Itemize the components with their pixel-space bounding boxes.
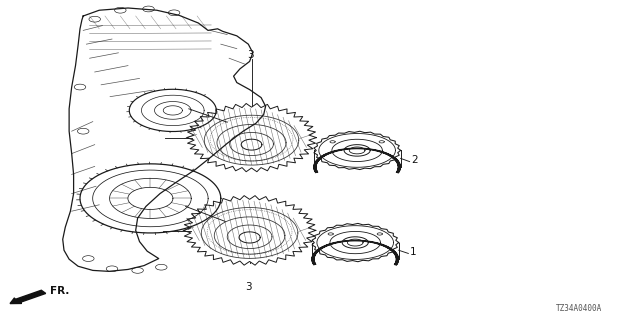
- Text: FR.: FR.: [50, 286, 69, 296]
- Text: TZ34A0400A: TZ34A0400A: [556, 304, 602, 313]
- FancyArrow shape: [10, 290, 45, 304]
- Text: 1: 1: [410, 247, 417, 257]
- Text: 3: 3: [247, 50, 253, 60]
- Text: 3: 3: [245, 282, 252, 292]
- Text: 2: 2: [412, 155, 418, 165]
